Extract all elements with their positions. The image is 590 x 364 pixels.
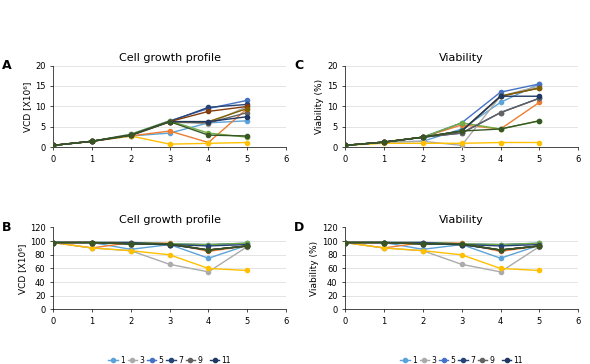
Text: D: D — [294, 221, 304, 234]
Title: Viability: Viability — [440, 215, 484, 225]
Text: C: C — [294, 59, 303, 72]
Text: A: A — [2, 59, 11, 72]
Title: Viability: Viability — [440, 54, 484, 63]
Text: B: B — [2, 221, 11, 234]
Y-axis label: Viability (%): Viability (%) — [310, 241, 319, 296]
Title: Cell growth profile: Cell growth profile — [119, 215, 221, 225]
Title: Cell growth profile: Cell growth profile — [119, 54, 221, 63]
Y-axis label: VCD [X10⁶]: VCD [X10⁶] — [18, 243, 27, 294]
Legend: 1, 2, 3, 4, 5, 6, 7, 8, 9, 10, 11, 12: 1, 2, 3, 4, 5, 6, 7, 8, 9, 10, 11, 12 — [401, 356, 523, 364]
Y-axis label: Viability (%): Viability (%) — [315, 79, 324, 134]
Y-axis label: VCD [X10⁶]: VCD [X10⁶] — [23, 81, 32, 132]
Legend: 1, 2, 3, 4, 5, 6, 7, 8, 9, 10, 11, 12: 1, 2, 3, 4, 5, 6, 7, 8, 9, 10, 11, 12 — [109, 356, 231, 364]
